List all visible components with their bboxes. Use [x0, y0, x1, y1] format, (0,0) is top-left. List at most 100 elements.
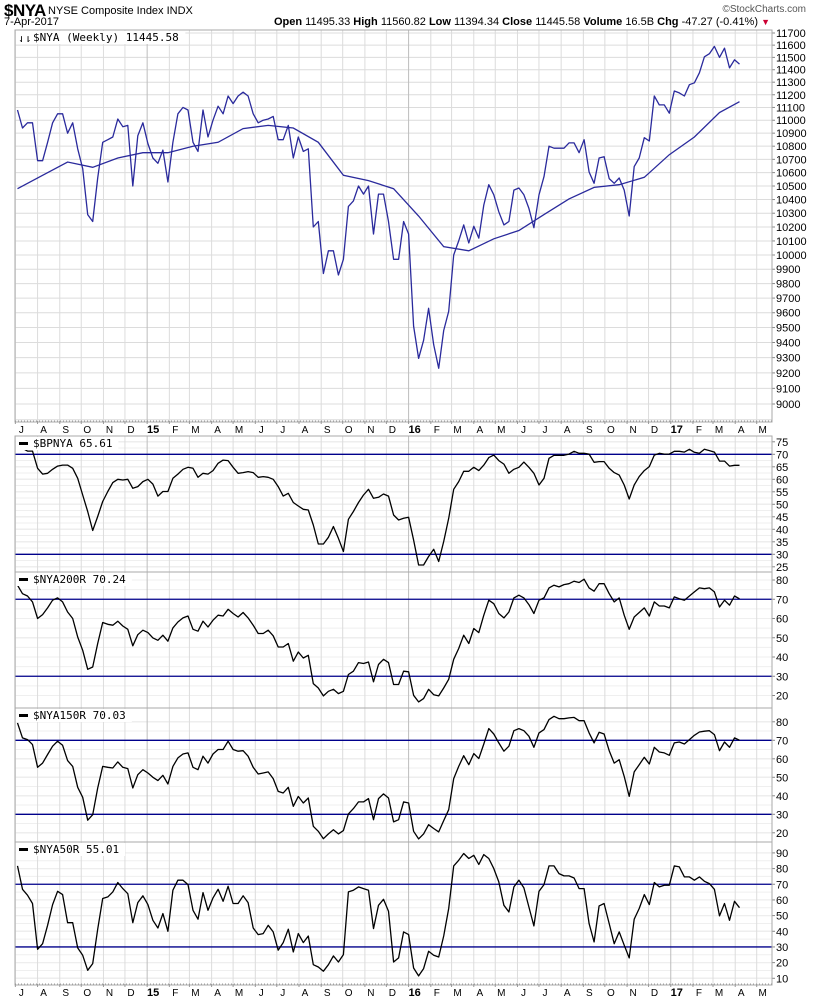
y-tick-label: 9600: [776, 308, 800, 320]
month-label: M: [715, 988, 723, 999]
y-tick-label: 10200: [776, 222, 807, 234]
month-label: A: [214, 425, 221, 436]
legend-bg: [16, 709, 132, 722]
legend-line-swatch-icon: [19, 848, 28, 851]
month-label: F: [172, 988, 178, 999]
y-tick-label: 30: [776, 671, 788, 683]
y-tick-label: 10: [776, 973, 788, 985]
y-tick-label: 55: [776, 487, 788, 499]
month-label: J: [19, 988, 24, 999]
close-label: Close: [502, 16, 533, 28]
open-label: Open: [273, 16, 303, 28]
y-tick-label: 9500: [776, 323, 800, 335]
quote-date: 7-Apr-2017: [4, 16, 60, 28]
indicator-line: [16, 578, 740, 703]
legend-label: $NYA (Weekly) 11445.58: [33, 31, 179, 44]
month-label: M: [759, 988, 767, 999]
month-label: A: [302, 988, 309, 999]
month-label: 17: [671, 987, 683, 999]
month-label: J: [521, 425, 526, 436]
month-label: O: [345, 988, 353, 999]
close-value: 11445.58: [535, 16, 581, 28]
y-tick-label: 10700: [776, 154, 807, 166]
y-tick-label: 60: [776, 474, 788, 486]
month-label: A: [564, 425, 571, 436]
month-label: J: [542, 425, 547, 436]
volume-value: 16.5B: [625, 16, 655, 28]
y-tick-label: 40: [776, 652, 788, 664]
y-tick-label: 20: [776, 691, 788, 703]
y-tick-label: 9200: [776, 368, 800, 380]
y-tick-label: 9900: [776, 264, 800, 276]
y-tick-label: 9700: [776, 293, 800, 305]
month-label: N: [629, 988, 636, 999]
month-label: S: [62, 425, 69, 436]
month-label: A: [302, 425, 309, 436]
month-label: J: [521, 988, 526, 999]
month-label: A: [476, 425, 483, 436]
month-label: M: [759, 425, 767, 436]
y-tick-label: 10000: [776, 250, 807, 262]
nya50r-panel: 90 80 70 60 50 40 30 20 10 $NYA50R 55.01: [14, 841, 788, 986]
legend-label: $NYA200R 70.24: [33, 573, 126, 586]
month-label: M: [715, 425, 723, 436]
month-label: M: [191, 425, 199, 436]
indicator-line: [22, 447, 740, 566]
month-label: O: [83, 988, 91, 999]
indicator-line: [16, 715, 740, 840]
month-label: M: [235, 425, 243, 436]
month-label: O: [83, 425, 91, 436]
legend-bg: [16, 843, 126, 856]
legend-bg: [16, 31, 186, 44]
month-label: 16: [408, 424, 420, 436]
bar-chart-icon: ⇃⇂: [18, 32, 31, 45]
month-label: F: [434, 988, 440, 999]
y-tick-label: 80: [776, 864, 788, 876]
month-label: M: [497, 425, 505, 436]
month-label: F: [434, 425, 440, 436]
y-tick-label: 30: [776, 942, 788, 954]
y-tick-label: 90: [776, 848, 788, 860]
month-label: 15: [147, 424, 159, 436]
y-tick-label: 80: [776, 717, 788, 729]
legend-bg: [16, 573, 132, 586]
month-label: M: [453, 988, 461, 999]
month-label: D: [389, 988, 396, 999]
legend-line-swatch-icon: [19, 442, 28, 445]
month-label: J: [259, 425, 264, 436]
month-label: S: [62, 988, 69, 999]
stockcharts-watermark[interactable]: ©StockCharts.com: [722, 4, 806, 15]
y-tick-label: 10400: [776, 195, 807, 207]
change-value: -47.27 (-0.41%): [681, 16, 759, 28]
y-tick-label: 60: [776, 754, 788, 766]
y-tick-label: 50: [776, 911, 788, 923]
y-tick-label: 25: [776, 562, 788, 574]
close-price-line: [16, 45, 740, 369]
y-tick-label: 11200: [776, 90, 806, 102]
y-tick-label: 11500: [776, 52, 806, 64]
legend-line-swatch-icon: [19, 578, 28, 581]
indicator-line: [16, 852, 741, 977]
month-label: A: [738, 988, 745, 999]
month-label: F: [696, 425, 702, 436]
month-label: A: [564, 988, 571, 999]
panel-frame: [14, 29, 773, 423]
y-tick-label: 80: [776, 575, 788, 587]
y-tick-label: 50: [776, 633, 788, 645]
down-triangle-icon: ▼: [761, 17, 770, 27]
month-label: J: [542, 988, 547, 999]
y-tick-label: 10100: [776, 236, 807, 248]
symbol: $NYA: [4, 1, 46, 20]
open-value: 11495.33: [305, 16, 351, 28]
month-label: D: [389, 425, 396, 436]
moving-average-line: [17, 101, 740, 252]
y-tick-label: 10800: [776, 141, 807, 153]
y-tick-label: 30: [776, 549, 788, 561]
y-tick-label: 11700: [776, 28, 806, 40]
month-label: O: [607, 988, 615, 999]
month-label: M: [191, 988, 199, 999]
low-value: 11394.34: [454, 16, 500, 28]
month-label: N: [106, 425, 113, 436]
month-label: N: [367, 988, 374, 999]
